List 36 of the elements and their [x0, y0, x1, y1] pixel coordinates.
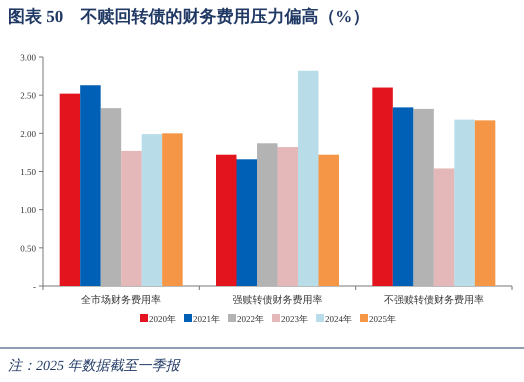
y-tick-label: -	[33, 282, 36, 292]
y-tick-label: 1.50	[20, 167, 36, 177]
bar	[434, 168, 454, 286]
bar	[60, 94, 80, 286]
legend-label: 2024年	[325, 314, 352, 324]
bar	[298, 70, 318, 286]
bar	[257, 143, 278, 286]
bar	[216, 154, 236, 286]
legend-label: 2020年	[149, 314, 176, 324]
bar	[454, 120, 475, 286]
chart-title: 图表 50 不赎回转债的财务费用压力偏高（%）	[8, 7, 370, 26]
legend-label: 2022年	[237, 314, 264, 324]
bar	[121, 150, 142, 286]
legend-label: 2021年	[193, 314, 220, 324]
text: 注：2025 年数据截至一季报	[8, 358, 182, 374]
bar	[80, 85, 101, 286]
bar	[413, 108, 434, 286]
y-tick-label: 2.00	[20, 128, 36, 139]
y-tick-label: 2.50	[20, 90, 36, 101]
bar	[142, 134, 162, 286]
bar	[162, 133, 183, 286]
x-tick-label: 强赎转债财务费用率	[232, 294, 322, 306]
bar	[278, 147, 298, 286]
legend-label: 2023年	[281, 314, 308, 324]
y-tick-label: 1.00	[20, 205, 36, 216]
x-tick-label: 全市场财务费用率	[81, 294, 162, 306]
bar	[392, 107, 414, 286]
bar	[372, 88, 393, 286]
x-tick-label: 不强赎转债财务费用率	[384, 294, 484, 306]
bar	[236, 159, 257, 286]
legend-label: 2025年	[369, 314, 396, 324]
bar	[100, 108, 122, 286]
bar	[318, 154, 339, 286]
y-tick-label: 0.50	[20, 243, 36, 254]
bar	[474, 120, 496, 286]
y-tick-label: 3.00	[20, 52, 36, 62]
